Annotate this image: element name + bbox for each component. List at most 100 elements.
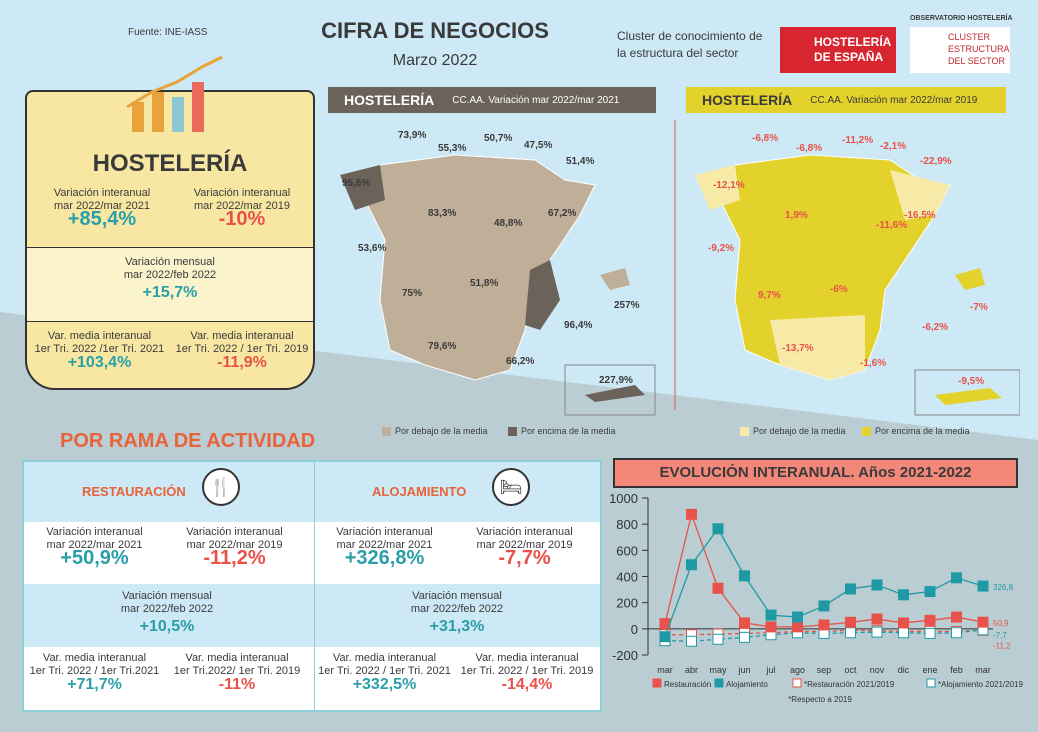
label: mar 2022/mar 2019 — [194, 200, 290, 212]
label: 1er Tri. 2022 /1er Tri. 2021 — [34, 343, 165, 355]
x-tick-label: oct — [844, 665, 857, 675]
yoy21-value: +50,9% — [60, 547, 129, 569]
data-point — [871, 626, 883, 638]
region-value-label: 1,9% — [785, 210, 808, 221]
x-tick-label: feb — [950, 665, 963, 675]
data-point — [898, 627, 909, 639]
banner-subtitle: CC.AA. Variación mar 2022/mar 2021 — [452, 94, 620, 106]
region-value-label: -9,2% — [708, 243, 735, 254]
x-tick-label: may — [709, 665, 727, 675]
legend-label: Alojamiento — [726, 680, 768, 689]
y-tick-label: 0 — [631, 622, 638, 637]
q21-value: +332,5% — [352, 676, 417, 693]
label: 1er Tri. 2022 / 1er Tri. 2019 — [175, 343, 309, 355]
banner-subtitle: CC.AA. Variación mar 2022/mar 2019 — [810, 94, 978, 106]
y-tick-label: 200 — [616, 596, 638, 611]
region-value-label: -22,9% — [920, 156, 952, 167]
map19-legend-below: Por debajo de la media — [740, 426, 846, 436]
x-tick-label: abr — [685, 665, 698, 675]
swatch — [862, 426, 871, 436]
end-label: -11,2 — [993, 641, 1011, 650]
label: mar 2022/feb 2022 — [410, 603, 504, 615]
region-value-label: 75% — [402, 288, 423, 299]
y-tick-label: 600 — [616, 543, 638, 558]
alojamiento-title: ALOJAMIENTO — [372, 484, 467, 499]
map-spain-2021 — [340, 154, 656, 416]
label: Var. media interanual — [190, 330, 294, 342]
region-value-label: -2,1% — [880, 141, 907, 152]
region-value-label: 95,6% — [342, 178, 371, 189]
y-tick-label: -200 — [612, 648, 638, 663]
region-value-label: -11,6% — [876, 220, 908, 231]
data-point — [871, 613, 883, 625]
page-subtitle: Marzo 2022 — [392, 52, 478, 69]
legend-label: Por debajo de la media — [753, 426, 846, 436]
legend-label: Restauración — [664, 680, 711, 689]
region-value-label: -7% — [970, 302, 988, 313]
region-value-label: 83,3% — [428, 208, 457, 219]
region-value-label: 51,8% — [470, 278, 499, 289]
yoy19-value: -11,2% — [203, 547, 266, 569]
region-value-label: 55,3% — [438, 143, 467, 154]
data-point — [659, 631, 671, 643]
data-point — [845, 627, 856, 639]
hotel-bed-icon: 🛏 — [492, 468, 530, 506]
label: Var. media interanual — [42, 652, 147, 664]
region-value-label: 96,4% — [564, 320, 593, 331]
region-value-label: -11,2% — [842, 135, 874, 146]
x-tick-label: sep — [817, 665, 832, 675]
label: Variación mensual — [125, 256, 215, 268]
x-tick-label: jun — [737, 665, 750, 675]
data-point — [792, 621, 803, 633]
region-value-label: 9,7% — [758, 290, 781, 301]
cutlery-cup-icon: 🍴 — [202, 468, 240, 506]
label: mar 2022/mar 2019 — [476, 539, 573, 551]
region-value-label: 73,9% — [398, 130, 427, 141]
region-value-label: 47,5% — [524, 140, 553, 151]
label: 1er Tri. 2022 / 1er Tri.2021 — [29, 665, 160, 677]
data-point — [871, 579, 883, 591]
mom-value: +10,5% — [139, 618, 195, 635]
data-point — [977, 616, 989, 628]
region-value-label: 227,9% — [599, 375, 633, 386]
region-value-label: -1,6% — [860, 358, 887, 369]
map19-banner: HOSTELERÍA CC.AA. Variación mar 2022/mar … — [686, 87, 1006, 113]
region-value-label: -6% — [830, 284, 848, 295]
data-point — [845, 583, 856, 595]
cluster-text: Cluster de conocimiento de la estructura… — [617, 29, 763, 60]
swatch — [740, 426, 749, 436]
label: Variación interanual — [476, 526, 573, 538]
label: Var. media interanual — [332, 652, 437, 664]
region-value-label: 53,6% — [358, 243, 387, 254]
banner-title: HOSTELERÍA — [344, 92, 435, 108]
end-label: 50,9 — [993, 619, 1009, 628]
label: mar 2022/feb 2022 — [123, 269, 217, 281]
region-value-label: 66,2% — [506, 356, 535, 367]
data-point — [845, 616, 856, 628]
label: Variación interanual — [186, 526, 283, 538]
yoy19-value: -7,7% — [498, 547, 551, 569]
end-label: -7,7 — [993, 631, 1007, 640]
logo-text: HOSTELERÍA DE ESPAÑA — [814, 35, 891, 64]
label: Variación interanual — [53, 187, 151, 199]
growth-coins-icon — [126, 55, 223, 132]
legend-label: *Alojamiento 2021/2019 — [938, 680, 1024, 689]
label: mar 2022/mar 2021 — [336, 539, 433, 551]
label: 1er Tri. 2022 / 1er Tri. 2021 — [318, 665, 451, 677]
swatch — [508, 426, 517, 436]
data-point — [739, 570, 750, 582]
logo-text: CLUSTER ESTRUCTURA DEL SECTOR — [948, 32, 1010, 66]
label: mar 2022/mar 2021 — [46, 539, 143, 551]
yoy21-value: +326,8% — [344, 547, 425, 569]
swatch — [382, 426, 391, 436]
label: Var. media interanual — [475, 652, 579, 664]
data-point — [818, 600, 830, 612]
map21-legend-above: Por encima de la media — [508, 426, 616, 436]
page-title: CIFRA DE NEGOCIOS — [321, 18, 549, 43]
cluster-logo: CLUSTER ESTRUCTURA DEL SECTOR — [910, 27, 1010, 73]
hosteleria-espana-logo: HOSTELERÍA DE ESPAÑA — [780, 27, 896, 73]
region-value-label: 257% — [614, 300, 640, 311]
x-tick-label: nov — [870, 665, 885, 675]
q19-value: -11% — [218, 676, 256, 693]
legend-swatch — [652, 678, 662, 688]
